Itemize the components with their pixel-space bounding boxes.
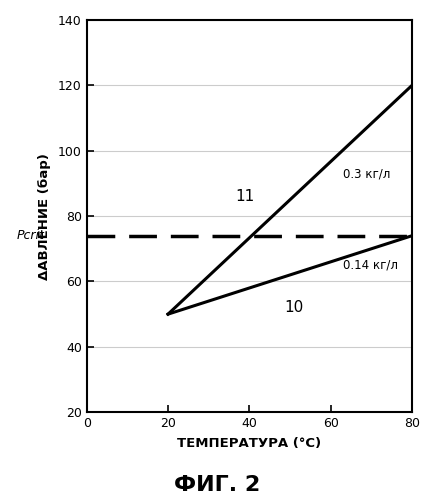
- Text: 0.14 кг/л: 0.14 кг/л: [342, 258, 397, 272]
- Text: 11: 11: [235, 189, 254, 204]
- X-axis label: ТЕМПЕРАТУРА (°C): ТЕМПЕРАТУРА (°C): [177, 437, 321, 450]
- Text: 10: 10: [284, 300, 303, 315]
- Y-axis label: ΔАВЛЕНИЕ (бар): ΔАВЛЕНИЕ (бар): [38, 152, 51, 280]
- Text: Pcrit: Pcrit: [16, 229, 44, 242]
- Text: 0.3 кг/л: 0.3 кг/л: [342, 167, 389, 180]
- Text: ФИГ. 2: ФИГ. 2: [174, 475, 260, 495]
